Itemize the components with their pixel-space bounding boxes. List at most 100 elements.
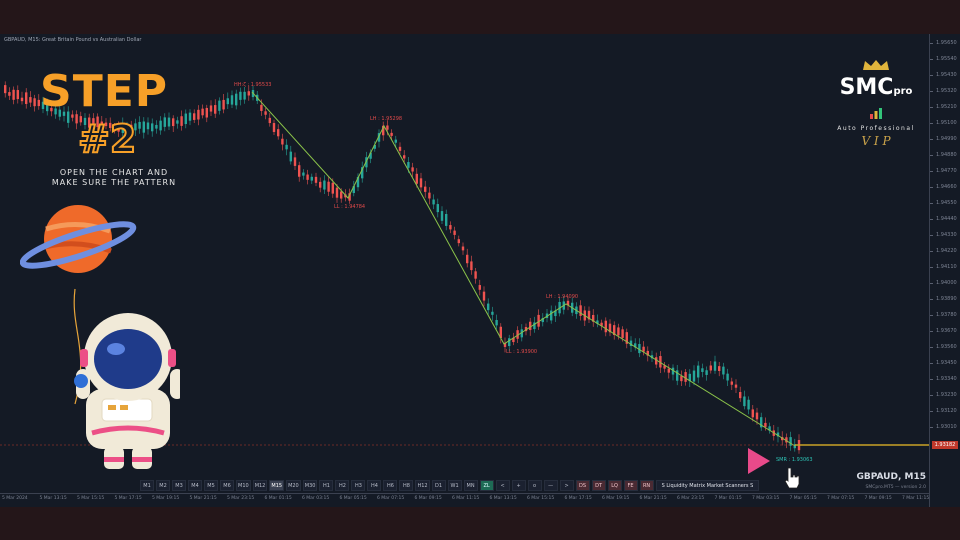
time-tick: 6 Mar 11:15	[452, 496, 480, 501]
timeframe-button-m10[interactable]: M10	[236, 480, 251, 491]
candle	[130, 120, 133, 132]
tool-button-8[interactable]: LQ	[607, 480, 622, 491]
play-arrow-icon[interactable]	[748, 448, 770, 474]
timeframe-button-h3[interactable]: H3	[351, 480, 366, 491]
timeframe-button-m5[interactable]: M5	[204, 480, 218, 491]
candle	[503, 337, 507, 353]
candle	[58, 105, 61, 121]
candle	[398, 142, 402, 155]
time-tick: 6 Mar 17:15	[564, 496, 592, 501]
candle	[79, 111, 82, 126]
candle	[361, 161, 364, 183]
candle	[151, 118, 154, 137]
price-chart[interactable]	[0, 34, 930, 493]
tool-button-2[interactable]: +	[511, 480, 526, 491]
candle	[230, 90, 234, 109]
timeframe-button-m12[interactable]: M12	[252, 480, 268, 491]
candle	[62, 106, 66, 122]
timeframe-button-w1[interactable]: W1	[447, 480, 462, 491]
candle	[436, 198, 439, 218]
candle	[352, 180, 355, 197]
tool-button-9[interactable]: FE	[623, 480, 638, 491]
timeframe-button-m2[interactable]: M2	[156, 480, 170, 491]
candle	[335, 184, 339, 203]
candle	[176, 116, 179, 129]
candle	[50, 102, 53, 117]
chart-window[interactable]: GBPAUD, M15: Great Britain Pound vs Aust…	[0, 34, 960, 507]
timeframe-button-m6[interactable]: M6	[220, 480, 234, 491]
candle	[121, 117, 124, 139]
candle	[411, 162, 414, 177]
candle	[680, 370, 683, 386]
tool-button-11[interactable]: S Liquidity Matrix Market Scanners S	[655, 480, 760, 491]
timeframe-button-d1[interactable]: D1	[431, 480, 446, 491]
time-tick: 7 Mar 05:15	[789, 496, 817, 501]
candle	[713, 355, 717, 374]
tool-button-1[interactable]: <	[495, 480, 510, 491]
price-tick: 1.95540	[930, 56, 957, 62]
timeframe-button-m15[interactable]: M15	[269, 480, 285, 491]
timeframe-button-m3[interactable]: M3	[172, 480, 186, 491]
timeframe-button-h4[interactable]: H4	[367, 480, 382, 491]
candle	[302, 169, 305, 180]
tool-button-6[interactable]: DS	[575, 480, 590, 491]
timeframe-button-m1[interactable]: M1	[140, 480, 154, 491]
candle	[684, 369, 687, 386]
candle	[281, 133, 284, 151]
tool-button-4[interactable]: —	[543, 480, 558, 491]
candle	[41, 96, 45, 114]
candle	[4, 81, 7, 98]
candle	[642, 341, 645, 356]
candle	[697, 361, 700, 384]
logo-main-text: SMCpro	[836, 75, 916, 125]
tool-button-7[interactable]: DT	[591, 480, 606, 491]
candle	[16, 85, 19, 104]
time-tick: 5 Mar 23:15	[227, 496, 255, 501]
candle	[579, 300, 582, 321]
time-tick: 5 Mar 2024	[2, 496, 28, 501]
candle	[29, 91, 32, 107]
candle	[100, 116, 103, 133]
candle	[268, 113, 271, 127]
candle	[734, 379, 738, 393]
timeframe-button-h6[interactable]: H6	[383, 480, 398, 491]
candle	[373, 141, 376, 152]
price-tick: 1.94770	[930, 168, 957, 174]
time-tick: 7 Mar 07:15	[827, 496, 855, 501]
tool-button-5[interactable]: >	[559, 480, 574, 491]
candle	[314, 172, 318, 187]
candle	[419, 172, 423, 192]
timeframe-button-h1[interactable]: H1	[319, 480, 334, 491]
tool-button-3[interactable]: o	[527, 480, 542, 491]
timeframe-button-mn[interactable]: MN	[463, 480, 478, 491]
price-tick: 1.93340	[930, 376, 957, 382]
candle	[205, 104, 208, 123]
time-tick: 6 Mar 09:15	[414, 496, 442, 501]
tool-button-0[interactable]: ZL	[479, 480, 494, 491]
timeframe-button-m30[interactable]: M30	[302, 480, 318, 491]
step-title: STEP	[40, 66, 169, 117]
candle	[646, 346, 649, 362]
candle	[88, 113, 91, 131]
candle	[592, 309, 595, 327]
time-tick: 5 Mar 19:15	[152, 496, 180, 501]
tool-button-10[interactable]: RN	[639, 480, 654, 491]
timeframe-button-h2[interactable]: H2	[335, 480, 350, 491]
candle	[289, 145, 292, 165]
candle	[172, 115, 175, 132]
candle	[96, 113, 99, 131]
price-axis[interactable]: 1.95650 1.95540 1.95430 1.95320 1.95210 1.951…	[929, 34, 960, 507]
price-tick: 1.94550	[930, 200, 957, 206]
time-tick: 6 Mar 15:15	[527, 496, 555, 501]
timeframe-button-h12[interactable]: H12	[415, 480, 430, 491]
timeframe-button-h8[interactable]: H8	[399, 480, 414, 491]
candle	[239, 87, 242, 106]
candle	[692, 365, 696, 386]
timeframe-button-m4[interactable]: M4	[188, 480, 202, 491]
candle	[92, 113, 95, 134]
candle	[508, 334, 511, 352]
candle	[587, 306, 591, 323]
timeframe-button-m20[interactable]: M20	[286, 480, 301, 491]
time-axis[interactable]: 5 Mar 2024 5 Mar 13:15 5 Mar 15:15 5 Mar 17…	[0, 493, 930, 507]
candle	[604, 317, 607, 337]
